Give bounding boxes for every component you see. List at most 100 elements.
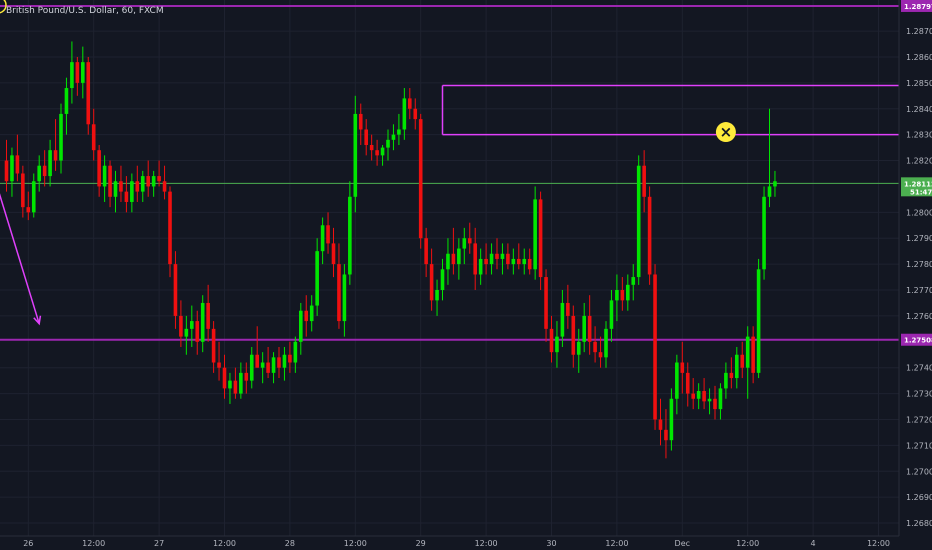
candle-body [664, 429, 668, 441]
candle-body [260, 362, 265, 368]
candle [320, 217, 325, 265]
candle-body [511, 258, 516, 265]
candle [544, 269, 548, 342]
candle [429, 248, 434, 311]
candle [151, 170, 156, 197]
price-tick-label: 1.28200 [906, 157, 932, 166]
arrow-head-icon [33, 315, 42, 326]
candle [260, 352, 265, 384]
candle [353, 95, 358, 213]
candle [271, 352, 276, 384]
candle [675, 354, 679, 415]
candle-body [108, 165, 112, 197]
candle-body [467, 238, 472, 244]
last-price-badge [901, 177, 932, 197]
chart-title[interactable]: British Pound/U.S. Dollar, 60, FXCM [6, 6, 164, 16]
candle [195, 310, 200, 355]
candle [249, 346, 254, 389]
price-tick-label: 1.27600 [906, 312, 932, 321]
candle-body [282, 354, 287, 368]
candle-body [26, 207, 31, 213]
candle [615, 274, 619, 322]
candle [102, 155, 107, 202]
candle [773, 170, 777, 197]
candle [124, 176, 129, 213]
candle [304, 295, 309, 337]
price-tick-label: 1.27900 [906, 234, 932, 243]
candle-body [337, 264, 341, 322]
candle-body [500, 253, 505, 259]
candle [533, 186, 537, 280]
candle [135, 165, 140, 202]
candle-body [151, 176, 156, 187]
candle-body [255, 354, 259, 368]
candle [168, 186, 172, 278]
candle [517, 243, 521, 270]
candle [740, 341, 745, 379]
candle-body [527, 258, 532, 270]
candles [4, 41, 777, 459]
candle-body [179, 315, 183, 337]
candle-body [647, 196, 652, 275]
price-tick-label: 1.28000 [906, 208, 932, 217]
candle [707, 388, 712, 415]
candle-body [713, 398, 717, 410]
candle [576, 328, 581, 373]
candle [604, 321, 608, 368]
candle [91, 108, 96, 161]
candle [380, 145, 385, 166]
time-tick-label: Dec [675, 539, 690, 548]
candle [467, 222, 472, 254]
candle-body [669, 398, 674, 441]
candle [767, 108, 772, 208]
chart-header: British Pound/U.S. Dollar, 60, FXCM [0, 0, 164, 16]
time-tick-label: 27 [154, 539, 164, 548]
trend-arrow-line [0, 193, 40, 324]
candle [222, 354, 227, 399]
candle-body [391, 134, 396, 140]
candle [691, 378, 695, 410]
candle-body [162, 181, 167, 192]
candle-body [402, 98, 407, 130]
candle [560, 290, 565, 347]
candle-body [424, 238, 428, 265]
candle [211, 321, 216, 373]
candle-body [429, 264, 434, 301]
candle [587, 295, 592, 355]
candle [157, 160, 161, 187]
header-logo-arc [0, 0, 7, 14]
candle-body [146, 176, 150, 187]
candle [653, 264, 657, 430]
candle [735, 346, 739, 389]
candle [582, 302, 586, 353]
candle-body [375, 150, 379, 156]
candle-body [31, 181, 36, 213]
candle [696, 383, 701, 410]
candle-body [48, 150, 52, 177]
candle [108, 160, 112, 208]
candle [190, 305, 194, 347]
candle-body [320, 225, 325, 252]
candle-body [571, 315, 576, 355]
candle-body [609, 300, 614, 329]
candle-body [102, 165, 107, 187]
candle [489, 243, 494, 275]
candle [48, 139, 52, 187]
candle [522, 248, 527, 275]
candle [418, 113, 423, 249]
candle-body [397, 129, 401, 135]
candle-body [566, 302, 570, 316]
candle [724, 362, 728, 399]
candle-body [315, 251, 319, 306]
candle [364, 119, 368, 156]
candle-body [593, 341, 597, 353]
candle-body [773, 181, 777, 187]
candle-body [506, 253, 510, 265]
candle [309, 295, 314, 332]
candle-body [380, 147, 385, 156]
candle [484, 243, 488, 275]
candle [59, 103, 63, 174]
candle-body [168, 191, 172, 265]
candle [282, 346, 287, 381]
candle [424, 227, 428, 278]
